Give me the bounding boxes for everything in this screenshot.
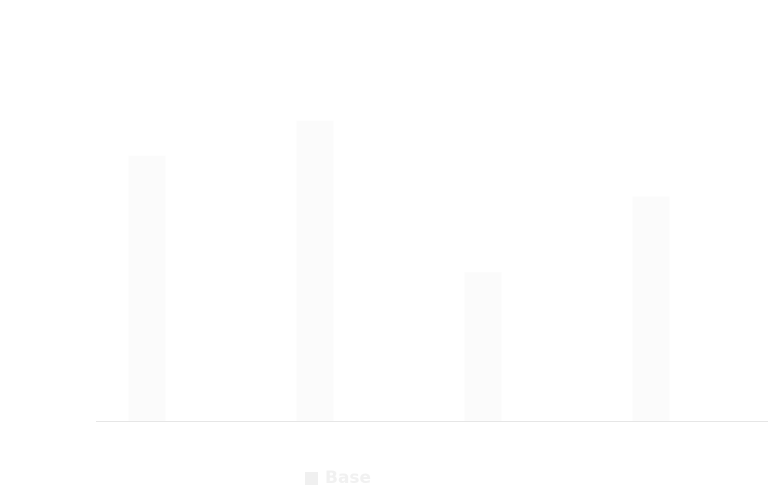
legend-label-base: Base	[325, 468, 372, 488]
bar-3[interactable]	[464, 272, 502, 421]
legend-swatch-base	[305, 471, 318, 485]
bar-4[interactable]	[632, 196, 670, 422]
bar-1[interactable]	[128, 155, 166, 422]
legend[interactable]: Base	[305, 468, 371, 488]
bar-2[interactable]	[296, 120, 334, 421]
bars-group	[128, 120, 670, 422]
